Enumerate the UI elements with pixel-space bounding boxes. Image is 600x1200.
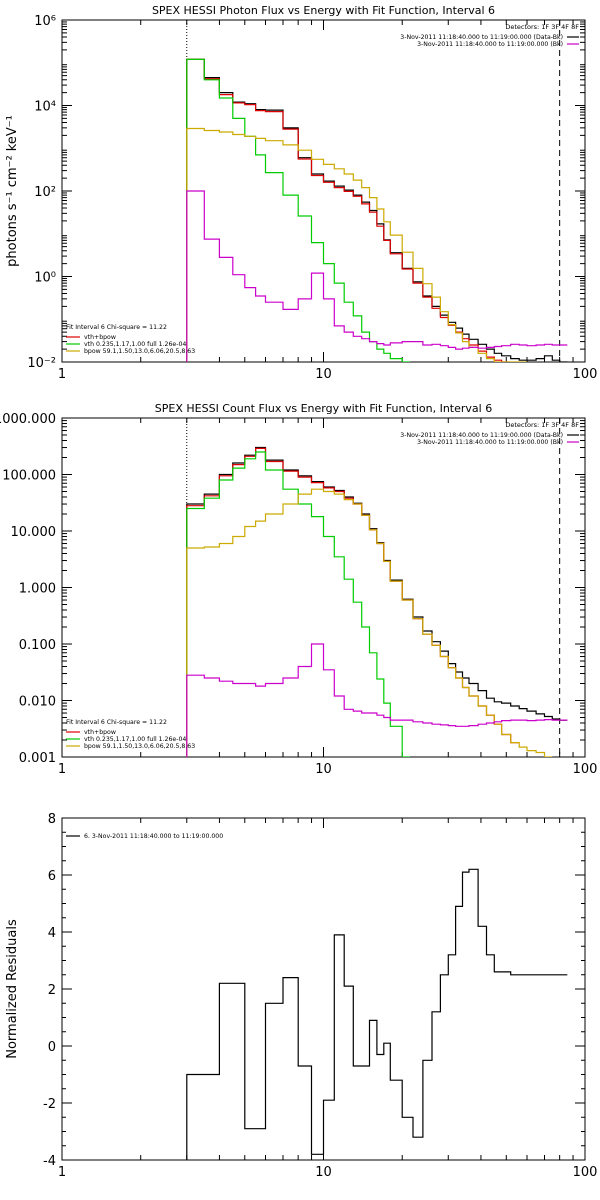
y-tick-label: 10⁶ bbox=[34, 14, 56, 29]
y-axis-label: Normalized Residuals bbox=[5, 919, 20, 1059]
series-background bbox=[186, 190, 568, 362]
y-tick-label: -2 bbox=[43, 1097, 56, 1112]
fit-interval-label: Fit Interval 6 Chi-square = 11.22 bbox=[66, 719, 167, 726]
y-tick-label: 10⁰ bbox=[34, 271, 56, 286]
y-tick-label: 10⁴ bbox=[34, 100, 56, 115]
y-tick-label: 8 bbox=[48, 812, 56, 827]
series-vth_bpow bbox=[186, 447, 519, 757]
legend-entry-label: bpow 59.1,1.50,13.0,6.06,20.5,8.63 bbox=[84, 743, 195, 750]
photon-flux-panel: SPEX HESSI Photon Flux vs Energy with Fi… bbox=[5, 4, 597, 382]
x-tick-label: 1 bbox=[58, 367, 66, 382]
residuals-panel: 1 10 100 -4 -2 0 2 4 6 8 Normalized Residuals 6. 3-… bbox=[5, 812, 597, 1180]
series-vth bbox=[186, 451, 410, 757]
x-tick-label: 100 bbox=[573, 762, 598, 777]
y-tick-label: 6 bbox=[48, 869, 56, 884]
series-residuals bbox=[186, 868, 568, 1160]
legend-entry-label: vth 0.235,1.17,1.00 full 1.26e-04 bbox=[84, 341, 186, 348]
legend-entry-label: vth 0.235,1.17,1.00 full 1.26e-04 bbox=[84, 736, 186, 743]
series-data bbox=[186, 58, 568, 362]
legend-entry-label: 3-Nov-2011 11:18:40.000 to 11:19:00.000 … bbox=[400, 432, 563, 439]
y-tick-label: 1000.000 bbox=[0, 412, 56, 427]
x-tick-label: 1 bbox=[58, 1165, 66, 1180]
x-tick-label: 10 bbox=[315, 1165, 332, 1180]
series-data bbox=[186, 446, 568, 757]
y-tick-label: 0 bbox=[48, 1040, 56, 1055]
y-tick-label: 100.000 bbox=[2, 469, 56, 484]
series-group bbox=[186, 446, 568, 757]
legend-entry-label: 3-Nov-2011 11:18:40.000 to 11:19:00.000 … bbox=[417, 41, 563, 48]
legend-entry-label: 3-Nov-2011 11:18:40.000 to 11:19:00.000 … bbox=[400, 34, 563, 41]
y-tick-label: 10.000 bbox=[11, 525, 57, 540]
x-tick-label: 100 bbox=[573, 1165, 598, 1180]
y-tick-label: -4 bbox=[43, 1154, 56, 1169]
x-tick-label: 10 bbox=[315, 367, 332, 382]
y-tick-label: 0.001 bbox=[19, 751, 56, 766]
plot-frame bbox=[61, 19, 586, 363]
x-tick-label: 10 bbox=[315, 762, 332, 777]
series-group bbox=[186, 868, 568, 1160]
plot-frame bbox=[61, 417, 586, 758]
y-tick-label: 0.010 bbox=[19, 695, 56, 710]
series-bpow bbox=[186, 127, 527, 362]
series-group bbox=[186, 58, 568, 362]
legend-entry-label: vth+bpow bbox=[84, 334, 116, 341]
fit-interval-label: Fit Interval 6 Chi-square = 11.22 bbox=[66, 324, 167, 331]
series-bpow bbox=[186, 488, 553, 757]
y-axis-label: photons s⁻¹ cm⁻² keV⁻¹ bbox=[5, 115, 20, 267]
chart-title: SPEX HESSI Photon Flux vs Energy with Fi… bbox=[152, 4, 495, 17]
legend-entry-label: 6. 3-Nov-2011 11:18:40.000 to 11:19:00.0… bbox=[84, 833, 223, 840]
y-tick-label: 0.100 bbox=[19, 638, 56, 653]
series-vth_bpow bbox=[186, 58, 510, 362]
x-tick-label: 1 bbox=[58, 762, 66, 777]
legend-entry-label: 3-Nov-2011 11:18:40.000 to 11:19:00.000 … bbox=[417, 439, 563, 446]
legend-detectors: Detectors: 1F 3F 4F 8F bbox=[505, 421, 579, 429]
series-background bbox=[186, 643, 568, 757]
legend-detectors: Detectors: 1F 3F 4F 8F bbox=[505, 23, 579, 31]
x-tick-label: 100 bbox=[573, 367, 598, 382]
series-vth bbox=[186, 58, 410, 362]
y-tick-label: 4 bbox=[48, 926, 56, 941]
count-flux-panel: SPEX HESSI Count Flux vs Energy with Fit… bbox=[0, 402, 597, 777]
y-tick-label: 10⁻² bbox=[27, 356, 56, 371]
y-tick-label: 10² bbox=[34, 185, 56, 200]
legend-entry-label: vth+bpow bbox=[84, 729, 116, 736]
chart-title: SPEX HESSI Count Flux vs Energy with Fit… bbox=[155, 402, 492, 415]
y-tick-label: 2 bbox=[48, 983, 56, 998]
y-tick-label: 1.000 bbox=[19, 582, 56, 597]
legend-entry-label: bpow 59.1,1.50,13.0,6.06,20.5,8.63 bbox=[84, 348, 195, 355]
